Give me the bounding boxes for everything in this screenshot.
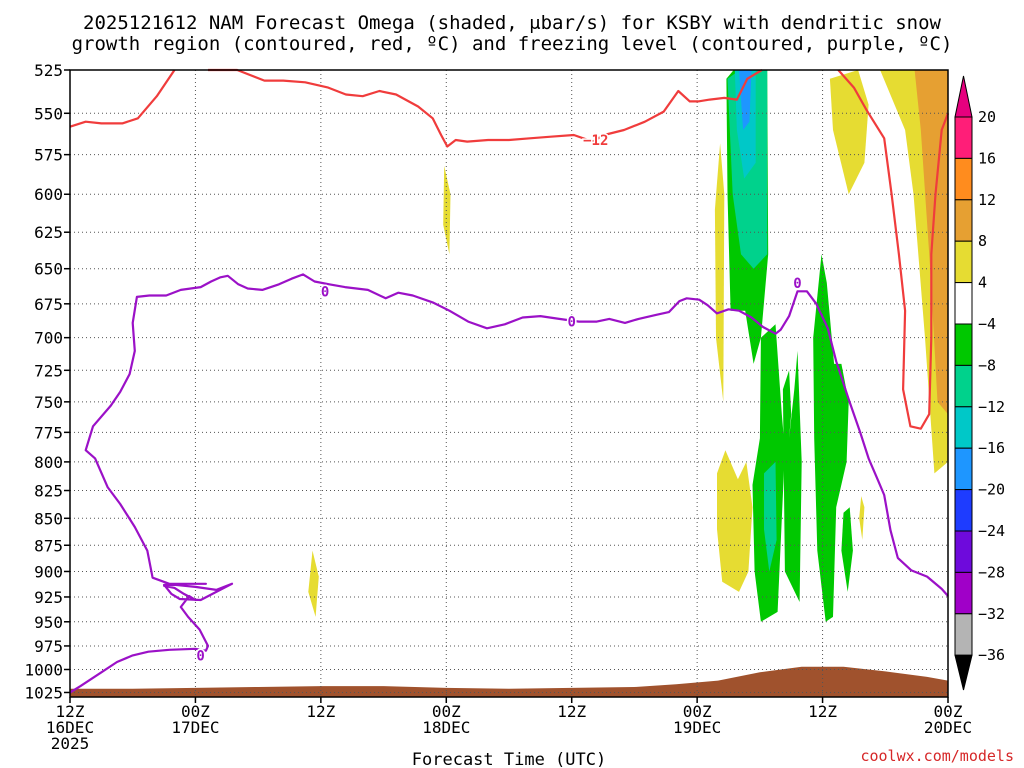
freezing-level-line: [69, 273, 949, 694]
y-tick-label: 1025: [24, 683, 63, 702]
dgz-line: [208, 68, 763, 148]
title-line: 2025121612 NAM Forecast Omega (shaded, μ…: [83, 12, 941, 34]
colorbar-tick-label: 12: [978, 191, 996, 209]
y-tick-label: 1000: [24, 660, 63, 679]
colorbar-tick-label: 4: [978, 274, 987, 292]
x-tick-label: 18DEC: [422, 718, 470, 737]
colorbar-tick-label: 16: [978, 149, 996, 167]
x-tick-label: 12Z: [56, 702, 85, 721]
colorbar-swatch: [954, 613, 973, 656]
omega-region: [443, 165, 451, 255]
contour-label: 0: [321, 284, 329, 300]
y-tick-label: 875: [34, 536, 63, 555]
y-tick-label: 550: [34, 104, 63, 123]
axes: 525 550 575 600 625 650 675 700 725 750 775 800 825 8…: [24, 61, 972, 753]
colorbar-tick-label: −36: [978, 646, 1005, 664]
y-tick-label: 625: [34, 223, 63, 242]
colorbar-swatch: [954, 323, 973, 366]
omega-region: [308, 550, 319, 617]
x-tick-label: 16DEC: [46, 718, 94, 737]
y-tick-label: 600: [34, 185, 63, 204]
contour-label: 0: [196, 648, 204, 664]
contour-labels: −12 0 0 0 0: [195, 131, 803, 665]
y-tick-label: 900: [34, 562, 63, 581]
omega-region: [717, 450, 753, 592]
colorbar-swatch: [954, 157, 973, 201]
colorbar-top-triangle: [954, 75, 973, 118]
colorbar-swatch: [954, 364, 973, 408]
colorbar-bottom-triangle: [954, 654, 973, 691]
colorbar-swatch: [954, 199, 973, 242]
colorbar-swatch: [954, 447, 973, 491]
y-tick-label: 800: [34, 453, 63, 472]
y-tick-label: 850: [34, 509, 63, 528]
y-tick-label: 650: [34, 260, 63, 279]
dgz-line: [69, 69, 176, 128]
colorbar-swatch: [954, 240, 973, 284]
chart-title: 2025121612 NAM Forecast Omega (shaded, μ…: [72, 12, 953, 55]
plot-frame: [69, 69, 949, 698]
contour-label: 0: [793, 276, 801, 292]
colorbar-tick-label: −4: [978, 315, 996, 333]
y-tick-label: 925: [34, 588, 63, 607]
credit-text: coolwx.com/models: [860, 747, 1014, 765]
colorbar: 20 16 12 8 4 −4 −8 −12 −16 −20 −24 −28 −32 −36: [954, 75, 1005, 691]
dgz-line: [837, 69, 950, 430]
colorbar-tick-label: 8: [978, 232, 987, 250]
x-axis-label: Forecast Time (UTC): [412, 750, 606, 768]
colorbar-swatch: [954, 571, 973, 615]
omega-region: [782, 350, 802, 602]
x-tick-label: 20DEC: [924, 718, 972, 737]
x-tick-label: 00Z: [432, 702, 461, 721]
x-tick-label: 12Z: [808, 702, 837, 721]
x-tick-label: 00Z: [683, 702, 712, 721]
x-tick-label: 00Z: [934, 702, 963, 721]
colorbar-tick-label: −8: [978, 356, 996, 374]
y-tick-label: 725: [34, 361, 63, 380]
omega-region: [859, 496, 865, 540]
colorbar-tick-label: 20: [978, 108, 996, 126]
contour-label: −12: [583, 133, 608, 149]
colorbar-tick-label: −12: [978, 398, 1005, 416]
y-tick-label: 700: [34, 329, 63, 348]
x-tick-label: 00Z: [181, 702, 210, 721]
omega-region: [764, 461, 777, 572]
colorbar-tick-label: −20: [978, 481, 1005, 499]
colorbar-tick-label: −24: [978, 522, 1005, 540]
omega-shading: [70, 70, 948, 697]
colorbar-swatch: [954, 489, 973, 532]
omega-region: [829, 70, 869, 195]
contour-label: 0: [567, 315, 575, 331]
x-tick-label: 17DEC: [171, 718, 219, 737]
colorbar-tick-label: −32: [978, 605, 1005, 623]
colorbar-swatch: [954, 530, 973, 573]
y-tick-label: 950: [34, 613, 63, 632]
title-line: growth region (contoured, red, ºC) and f…: [72, 33, 953, 55]
y-tick-label: 575: [34, 146, 63, 165]
y-tick-label: 750: [34, 393, 63, 412]
omega-region: [739, 70, 752, 130]
x-tick-label: 19DEC: [673, 718, 721, 737]
colorbar-tick-label: −16: [978, 439, 1005, 457]
y-tick-label: 825: [34, 482, 63, 501]
y-tick-label: 975: [34, 637, 63, 656]
x-tick-label: 12Z: [306, 702, 335, 721]
x-tick-label: 2025: [51, 734, 90, 753]
terrain: [70, 666, 948, 697]
omega-region: [841, 507, 853, 592]
colorbar-tick-label: −28: [978, 563, 1005, 581]
colorbar-swatch: [954, 282, 973, 325]
x-tick-label: 12Z: [557, 702, 586, 721]
colorbar-swatch: [954, 116, 973, 159]
y-tick-label: 525: [34, 61, 63, 80]
y-tick-label: 675: [34, 295, 63, 314]
contour-lines: [69, 68, 950, 694]
colorbar-swatch: [954, 406, 973, 449]
omega-region: [714, 143, 725, 402]
y-tick-label: 775: [34, 423, 63, 442]
